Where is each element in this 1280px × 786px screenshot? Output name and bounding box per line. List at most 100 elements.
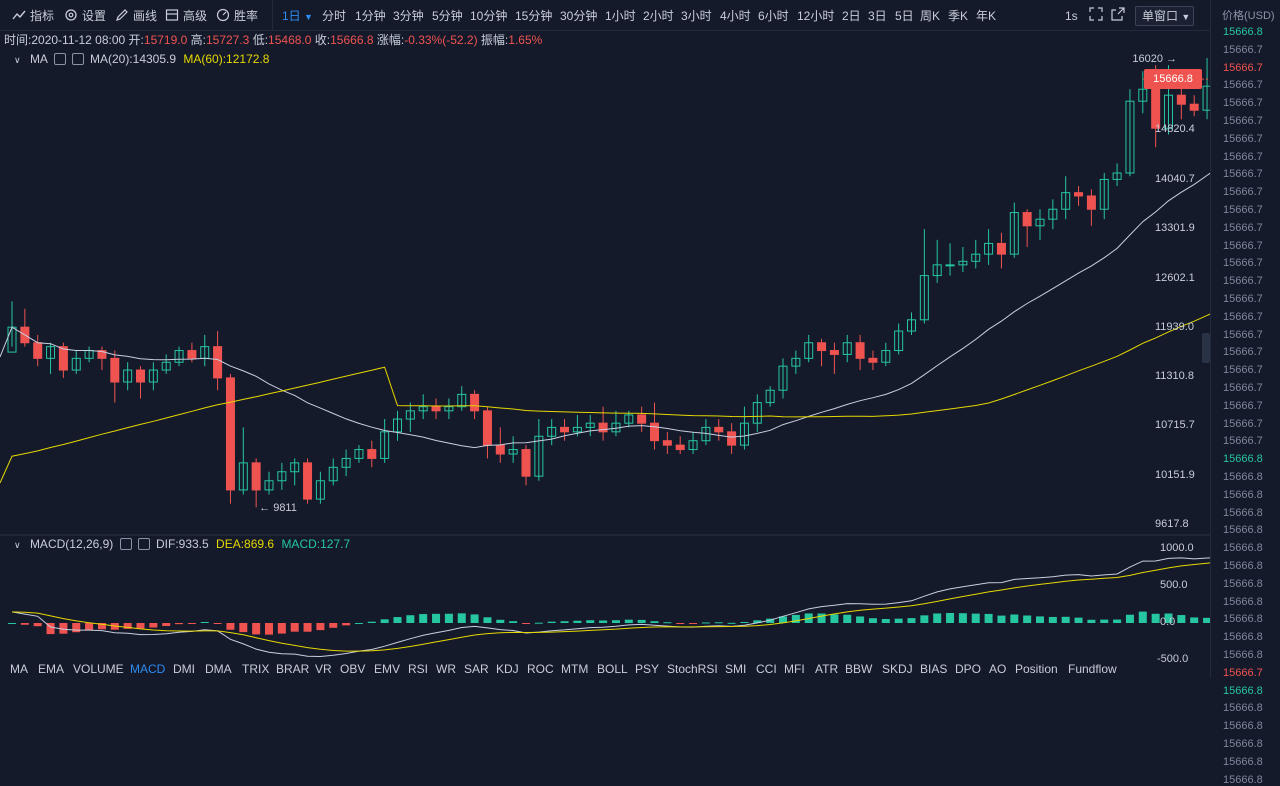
popout-icon[interactable] <box>1111 7 1125 23</box>
period-11[interactable]: 6小时 <box>758 9 789 23</box>
period-3[interactable]: 5分钟 <box>432 9 463 23</box>
price-axis-label: 15666.8 <box>1223 773 1263 786</box>
period-17[interactable]: 季K <box>948 9 969 23</box>
macd-histogram-bar <box>8 623 16 624</box>
indicator-tab-ma[interactable]: MA <box>10 662 28 676</box>
indicator-tab-rsi[interactable]: RSI <box>408 662 429 676</box>
window-mode-select[interactable]: 单窗口 ▼ <box>1135 6 1194 26</box>
indicator-tab-wr[interactable]: WR <box>436 662 456 676</box>
macd-histogram-bar <box>663 622 672 624</box>
candle-body <box>1048 208 1058 220</box>
advanced-menu[interactable]: 高级 <box>165 8 207 24</box>
indicator-tab-bbw[interactable]: BBW <box>845 662 873 676</box>
price-axis-label: 15666.7 <box>1223 364 1263 377</box>
macd-dea-line <box>11 562 1210 652</box>
indicator-tab-bias[interactable]: BIAS <box>920 662 948 676</box>
indicator-tab-dpo[interactable]: DPO <box>955 662 982 676</box>
period-15[interactable]: 5日 <box>895 9 914 23</box>
low-annotation: ← 9811 <box>259 502 297 514</box>
price-axis-label: 15666.8 <box>1223 524 1263 537</box>
ma-settings-icon[interactable] <box>53 53 66 65</box>
indicator-menu[interactable]: 指标 <box>12 8 54 24</box>
macd-legend-row: ∨ MACD(12,26,9) DIF:933.5 DEA:869.6 MACD… <box>14 537 351 551</box>
settings-menu[interactable]: 设置 <box>64 8 106 24</box>
candle-body <box>984 242 994 255</box>
period-2[interactable]: 3分钟 <box>393 9 424 23</box>
period-9[interactable]: 3小时 <box>681 9 712 23</box>
macd-histogram-bar <box>1087 619 1096 623</box>
indicator-tab-mfi[interactable]: MFI <box>784 662 805 676</box>
period-18[interactable]: 年K <box>976 9 997 23</box>
candlestick-chart[interactable]: 16020 → ← 9811 <box>0 31 1210 659</box>
price-axis-label: 15666.8 <box>1223 720 1263 733</box>
chevron-down-icon[interactable]: ∨ <box>14 540 21 550</box>
period-8[interactable]: 2小时 <box>643 9 674 23</box>
period-10[interactable]: 4小时 <box>720 9 751 23</box>
macd-histogram-bar <box>1138 611 1147 623</box>
period-13[interactable]: 2日 <box>842 9 861 23</box>
period-14[interactable]: 3日 <box>868 9 887 23</box>
macd-histogram-bar <box>1100 619 1109 623</box>
macd-histogram-bar <box>457 613 466 623</box>
candle-body <box>238 462 248 491</box>
period-6[interactable]: 30分钟 <box>560 9 598 23</box>
macd-histogram-bar <box>97 623 106 630</box>
period-0[interactable]: 分时 <box>322 9 347 23</box>
candle-body <box>817 342 827 352</box>
period-1[interactable]: 1分钟 <box>355 9 386 23</box>
indicator-tab-kdj[interactable]: KDJ <box>496 662 519 676</box>
period-4[interactable]: 10分钟 <box>470 9 508 23</box>
candle-body <box>277 471 287 482</box>
indicator-tab-sar[interactable]: SAR <box>464 662 489 676</box>
indicator-tab-vr[interactable]: VR <box>315 662 332 676</box>
macd-histogram-bar <box>984 613 993 623</box>
macd-histogram-bar <box>740 621 749 623</box>
indicator-tab-mtm[interactable]: MTM <box>561 662 589 676</box>
indicator-tab-volume[interactable]: VOLUME <box>73 662 124 676</box>
fullscreen-icon[interactable] <box>1089 7 1103 23</box>
indicator-tab-ema[interactable]: EMA <box>38 662 65 676</box>
indicator-tab-psy[interactable]: PSY <box>635 662 660 676</box>
indicator-tab-boll[interactable]: BOLL <box>597 662 628 676</box>
indicator-tab-brar[interactable]: BRAR <box>276 662 310 676</box>
indicator-tab-smi[interactable]: SMI <box>725 662 747 676</box>
candle-body <box>1009 212 1019 255</box>
price-axis-label: 15666.8 <box>1223 649 1263 661</box>
indicator-tab-cci[interactable]: CCI <box>756 662 777 676</box>
macd-histogram-bar <box>496 619 505 623</box>
period-5[interactable]: 15分钟 <box>515 9 553 23</box>
draw-menu[interactable]: 画线 <box>115 8 157 24</box>
ma-close-icon[interactable] <box>71 53 84 65</box>
chevron-down-icon[interactable]: ∨ <box>14 55 21 65</box>
macd-settings-icon[interactable] <box>119 538 132 550</box>
indicator-tab-atr[interactable]: ATR <box>815 662 839 676</box>
period-12[interactable]: 12小时 <box>797 9 835 23</box>
indicator-tab-stochrsi[interactable]: StochRSI <box>667 662 718 676</box>
candle-body <box>33 342 43 359</box>
panel-resize-handle[interactable] <box>1202 333 1210 363</box>
indicator-tab-dma[interactable]: DMA <box>205 662 232 676</box>
candle-body <box>727 431 737 446</box>
pencil-icon <box>116 9 128 21</box>
winrate-menu[interactable]: 胜率 <box>216 8 258 24</box>
indicator-tab-position[interactable]: Position <box>1015 662 1058 676</box>
period-16[interactable]: 周K <box>920 9 941 23</box>
indicator-tab-skdj[interactable]: SKDJ <box>882 662 913 676</box>
indicator-tab-obv[interactable]: OBV <box>340 662 366 676</box>
indicator-tab-dmi[interactable]: DMI <box>173 662 195 676</box>
indicator-tab-trix[interactable]: TRIX <box>242 662 270 676</box>
price-axis-label: 15666.7 <box>1223 132 1263 145</box>
indicator-tab-macd[interactable]: MACD <box>130 662 166 676</box>
macd-close-icon[interactable] <box>137 538 150 550</box>
refresh-rate[interactable]: 1s <box>1065 9 1078 23</box>
indicator-tab-ao[interactable]: AO <box>989 662 1007 676</box>
price-axis-label: 15666.7 <box>1223 61 1263 74</box>
period-7[interactable]: 1小时 <box>605 9 636 23</box>
macd-histogram-bar <box>1010 614 1019 623</box>
price-axis-label: 15666.8 <box>1223 684 1263 697</box>
candle-body <box>264 480 274 491</box>
indicator-tab-emv[interactable]: EMV <box>374 662 401 676</box>
indicator-tab-fundflow[interactable]: Fundflow <box>1068 662 1117 676</box>
period-active[interactable]: 1日 ▼ <box>282 9 313 23</box>
indicator-tab-roc[interactable]: ROC <box>527 662 554 676</box>
